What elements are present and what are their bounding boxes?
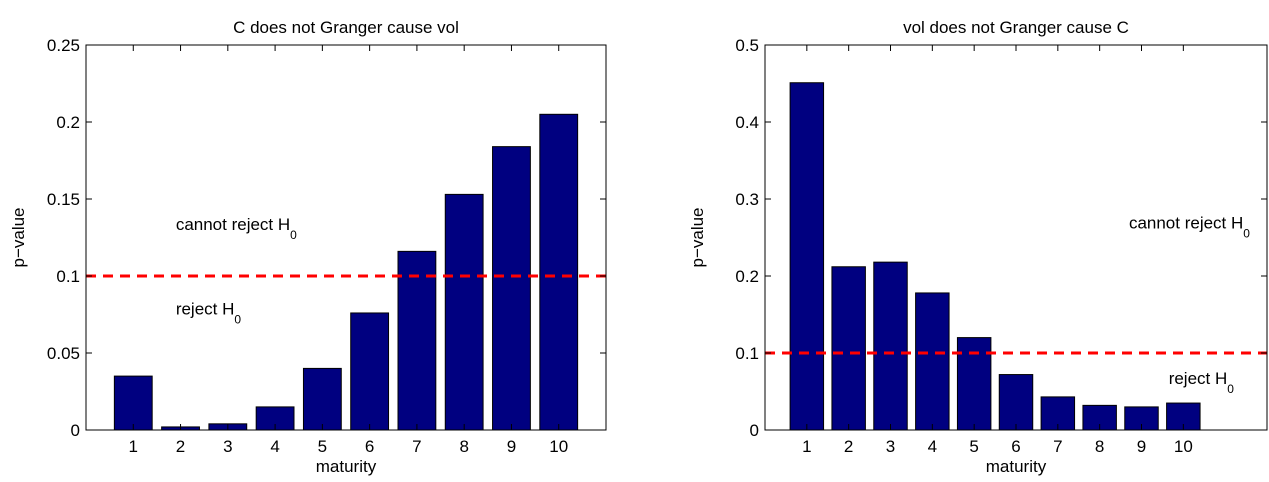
annotation-subscript: 0 — [1227, 382, 1234, 396]
ytick-label: 0.05 — [47, 344, 80, 363]
chart-right: vol does not Granger cause C 0 0.1 0.2 0.3 0.… — [688, 18, 1268, 476]
y-axis-label: p−value — [688, 207, 707, 267]
bar-1 — [789, 82, 825, 431]
x-axis-label: maturity — [316, 457, 377, 476]
xtick-label: 9 — [507, 437, 516, 456]
annotation-text: reject H — [176, 300, 235, 319]
annotation-label: reject H0 — [176, 300, 242, 327]
xtick-label: 2 — [844, 437, 853, 456]
ytick-label: 0.15 — [47, 190, 80, 209]
xtick-label: 6 — [365, 437, 374, 456]
ytick-label: 0.1 — [56, 267, 80, 286]
bar-4 — [915, 292, 950, 431]
xtick-label: 10 — [549, 437, 568, 456]
bar-6 — [350, 312, 390, 431]
xtick-label: 8 — [459, 437, 468, 456]
ytick-label: 0.1 — [735, 344, 759, 363]
bar-3 — [873, 261, 908, 431]
bar-1 — [113, 375, 153, 431]
xtick-label: 7 — [412, 437, 421, 456]
bar-5 — [956, 337, 992, 431]
bar-9 — [492, 146, 531, 431]
ytick-label: 0.3 — [735, 190, 759, 209]
chart-title: vol does not Granger cause C — [903, 18, 1129, 37]
xtick-label: 10 — [1174, 437, 1193, 456]
ytick-label: 0.2 — [56, 113, 80, 132]
annotation-label: cannot reject H0 — [1129, 213, 1250, 240]
bar-7 — [397, 250, 437, 431]
chart-left: C does not Granger cause vol 0 0.05 0.1 0.15… — [9, 18, 607, 476]
ytick-label: 0.5 — [735, 36, 759, 55]
annotation-text: cannot reject H — [1129, 213, 1243, 232]
xtick-label: 4 — [928, 437, 937, 456]
xtick-label: 5 — [969, 437, 978, 456]
annotation-text: cannot reject H — [176, 215, 290, 234]
xtick-label: 8 — [1095, 437, 1104, 456]
xtick-label: 2 — [176, 437, 185, 456]
ytick-label: 0 — [750, 421, 759, 440]
annotation-text: reject H — [1169, 369, 1228, 388]
axes-frame — [85, 44, 607, 431]
xtick-label: 1 — [802, 437, 811, 456]
annotation-subscript: 0 — [290, 228, 297, 242]
xtick-label: 5 — [318, 437, 327, 456]
bar-6 — [998, 374, 1034, 431]
annotation-subscript: 0 — [1243, 226, 1250, 240]
xtick-label: 3 — [886, 437, 895, 456]
ytick-label: 0.25 — [47, 36, 80, 55]
xtick-label: 1 — [129, 437, 138, 456]
bar-10 — [539, 113, 579, 431]
xtick-label: 9 — [1137, 437, 1146, 456]
bar-8 — [444, 193, 484, 431]
bar-2 — [831, 266, 866, 431]
ytick-label: 0.4 — [735, 113, 759, 132]
chart-title: C does not Granger cause vol — [233, 18, 459, 37]
annotation-label: cannot reject H0 — [176, 215, 297, 242]
bar-5 — [302, 367, 342, 431]
x-axis-label: maturity — [986, 457, 1047, 476]
xtick-label: 6 — [1011, 437, 1020, 456]
xtick-label: 3 — [223, 437, 232, 456]
xtick-label: 4 — [270, 437, 279, 456]
ytick-label: 0.2 — [735, 267, 759, 286]
y-axis-label: p−value — [9, 207, 28, 267]
annotation-label: reject H0 — [1169, 369, 1235, 396]
annotation-subscript: 0 — [234, 313, 241, 327]
ytick-label: 0 — [71, 421, 80, 440]
xtick-label: 7 — [1053, 437, 1062, 456]
